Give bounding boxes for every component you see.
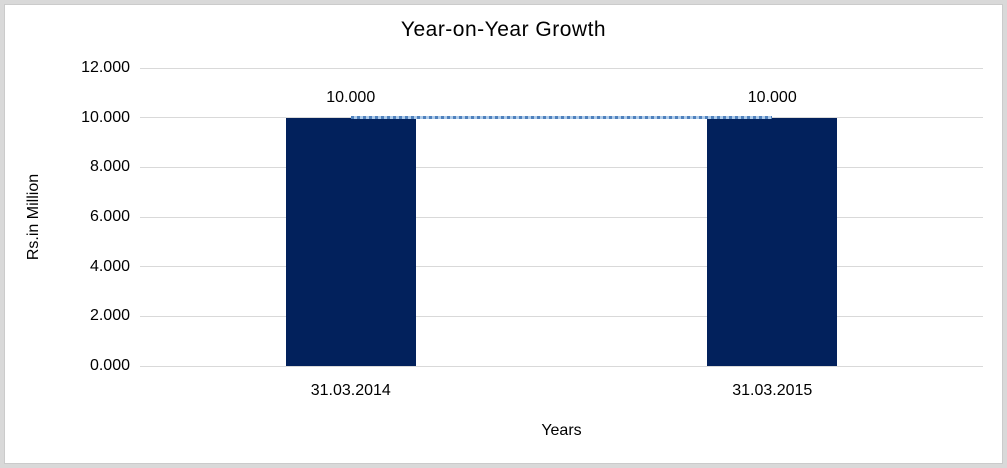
y-tick-label: 2.000 [89, 307, 130, 325]
plot-area: 10.000 10.000 [140, 67, 983, 367]
gridline [140, 166, 983, 168]
y-tick-label: 4.000 [89, 257, 130, 275]
y-axis-tick-labels: 12.000 10.000 8.000 6.000 4.000 2.000 0.000 [4, 59, 130, 374]
y-tick-label: 12.000 [81, 59, 130, 76]
gridline [140, 315, 983, 317]
y-tick-label: 6.000 [89, 208, 130, 225]
bar-data-label: 10.000 [326, 88, 376, 106]
y-tick-label: 0.000 [89, 357, 130, 374]
gridline [140, 266, 983, 268]
chart-title: Year-on-Year Growth [400, 18, 607, 41]
y-tick-label: 8.000 [89, 158, 130, 176]
gridline [140, 67, 983, 69]
gridline [140, 216, 983, 218]
connector-dotted-line [350, 115, 773, 119]
x-axis-title: Years [541, 422, 582, 439]
x-tick-label: 31.03.2014 [310, 382, 391, 399]
bar-31.03.2015 [707, 117, 838, 366]
gridline [140, 365, 983, 367]
y-tick-label: 10.000 [81, 108, 130, 126]
bar-data-label: 10.000 [747, 88, 797, 106]
x-tick-label: 31.03.2015 [732, 382, 813, 399]
x-axis-tick-labels: 31.03.2014 31.03.2015 [140, 382, 983, 404]
bar-31.03.2014 [285, 117, 416, 366]
